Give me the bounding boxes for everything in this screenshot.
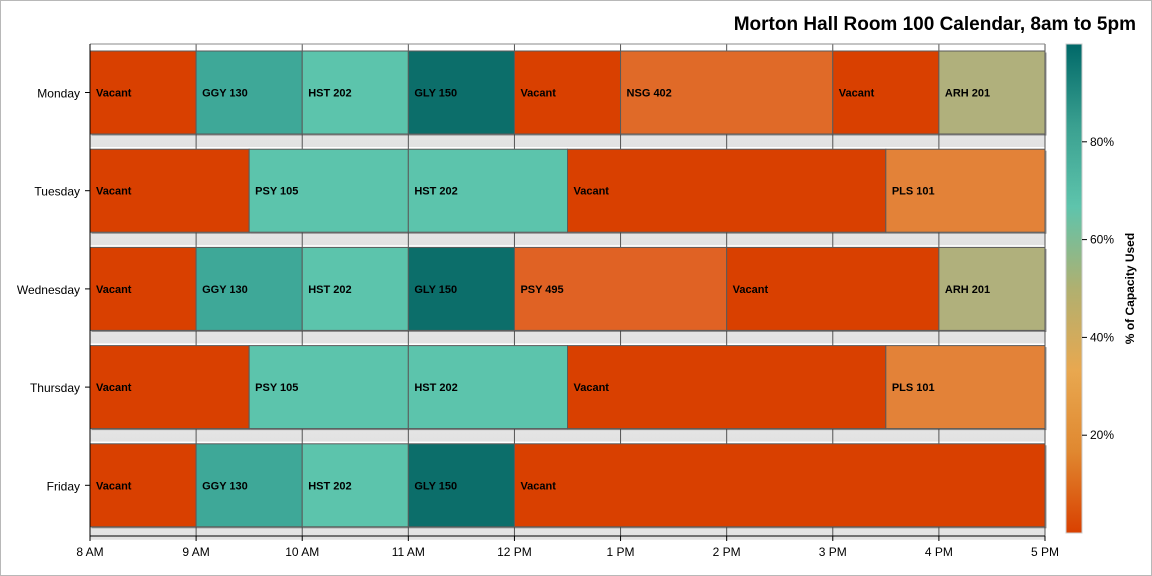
bar-segment (885, 345, 1046, 430)
colorbar-tick-label: 20% (1090, 428, 1114, 442)
bar-label: GLY 150 (414, 480, 457, 492)
colorbar-tick-label: 80% (1090, 135, 1114, 149)
bar-segment (567, 345, 887, 430)
bar-label: ARH 201 (945, 88, 990, 100)
bar-segment (301, 443, 409, 528)
bar-label: GGY 130 (202, 480, 248, 492)
bar-segment (89, 50, 197, 135)
bar-segment (248, 148, 409, 233)
day-row-wednesday: Vacant GGY 130 HST 202 GLY 150 PSY 495 Vacant… (89, 246, 1047, 332)
bar-segment (567, 148, 887, 233)
bar-label: PLS 101 (892, 382, 935, 394)
bar-segment (195, 246, 303, 331)
bar-segment (726, 246, 940, 331)
y-tick-label: Monday (37, 87, 80, 101)
bar-label: GLY 150 (414, 284, 457, 296)
x-tick-label: 4 PM (925, 545, 953, 559)
bar-segment (513, 443, 1046, 528)
bar-segment (407, 148, 569, 233)
colorbar-gradient (1065, 43, 1083, 534)
bar-label: Vacant (574, 382, 610, 394)
y-tick-label: Tuesday (34, 185, 80, 199)
bar-segment (89, 345, 250, 430)
bar-label: Vacant (96, 88, 132, 100)
bar-label: GGY 130 (202, 88, 248, 100)
bar-label: HST 202 (414, 382, 457, 394)
x-tick-label: 3 PM (819, 545, 847, 559)
colorbar-tick-label: 60% (1090, 233, 1114, 247)
bar-segment (89, 443, 197, 528)
x-tick-label: 10 AM (285, 545, 319, 559)
bar-segment (89, 148, 250, 233)
x-tick-label: 9 AM (182, 545, 209, 559)
bar-segment (89, 246, 197, 331)
x-tick-label: 5 PM (1031, 545, 1059, 559)
bar-segment (832, 50, 940, 135)
bar-segment (248, 345, 409, 430)
bar-label: Vacant (96, 284, 132, 296)
bar-label: PSY 105 (255, 186, 298, 198)
bar-label: HST 202 (308, 88, 351, 100)
day-row-thursday: Vacant PSY 105 HST 202 Vacant PLS 101 (89, 345, 1047, 431)
chart-title: Morton Hall Room 100 Calendar, 8am to 5p… (733, 14, 1136, 35)
x-tick-label: 1 PM (607, 545, 635, 559)
bar-label: Vacant (96, 382, 132, 394)
x-tick-label: 2 PM (713, 545, 741, 559)
bar-label: HST 202 (414, 186, 457, 198)
bar-label: Vacant (574, 186, 610, 198)
x-tick-label: 12 PM (497, 545, 532, 559)
bar-label: HST 202 (308, 284, 351, 296)
bar-segment (513, 246, 728, 331)
y-tick-label: Thursday (30, 381, 80, 395)
x-tick-label: 8 AM (76, 545, 103, 559)
bar-segment (195, 50, 303, 135)
bar-segment (407, 345, 569, 430)
bar-label: Vacant (96, 186, 132, 198)
x-tick-label: 11 AM (392, 545, 425, 559)
y-tick-label: Wednesday (17, 283, 80, 297)
bar-label: NSG 402 (627, 88, 672, 100)
colorbar-label: % of Capacity Used (1123, 233, 1137, 344)
bar-label: PSY 495 (520, 284, 563, 296)
bar-label: Vacant (839, 88, 875, 100)
bar-segment (938, 246, 1046, 331)
colorbar-legend: 20% 40% 60% 80% % of Capacity Used (1065, 43, 1137, 534)
y-tick-label: Friday (47, 479, 80, 493)
bar-label: GLY 150 (414, 88, 457, 100)
bar-segment (885, 148, 1046, 233)
bar-segment (301, 246, 409, 331)
bar-segment (195, 443, 303, 528)
bar-label: Vacant (733, 284, 769, 296)
bar-label: HST 202 (308, 480, 351, 492)
bar-segment (513, 50, 622, 135)
bar-segment (407, 50, 515, 135)
day-row-tuesday: Vacant PSY 105 HST 202 Vacant PLS 101 (89, 148, 1047, 234)
bar-label: Vacant (520, 480, 556, 492)
bar-label: Vacant (520, 88, 556, 100)
colorbar-tick-label: 40% (1090, 330, 1114, 344)
bar-label: ARH 201 (945, 284, 990, 296)
bar-label: PLS 101 (892, 186, 935, 198)
bar-segment (620, 50, 834, 135)
bar-label: Vacant (96, 480, 132, 492)
day-row-friday: Vacant GGY 130 HST 202 GLY 150 Vacant (89, 443, 1047, 529)
bar-label: GGY 130 (202, 284, 248, 296)
plot-area: Vacant GGY 130 HST 202 GLY 150 Vacant NSG 402… (17, 43, 1059, 559)
day-row-monday: Vacant GGY 130 HST 202 GLY 150 Vacant NSG 402… (89, 50, 1047, 136)
bar-segment (938, 50, 1046, 135)
bar-label: PSY 105 (255, 382, 298, 394)
